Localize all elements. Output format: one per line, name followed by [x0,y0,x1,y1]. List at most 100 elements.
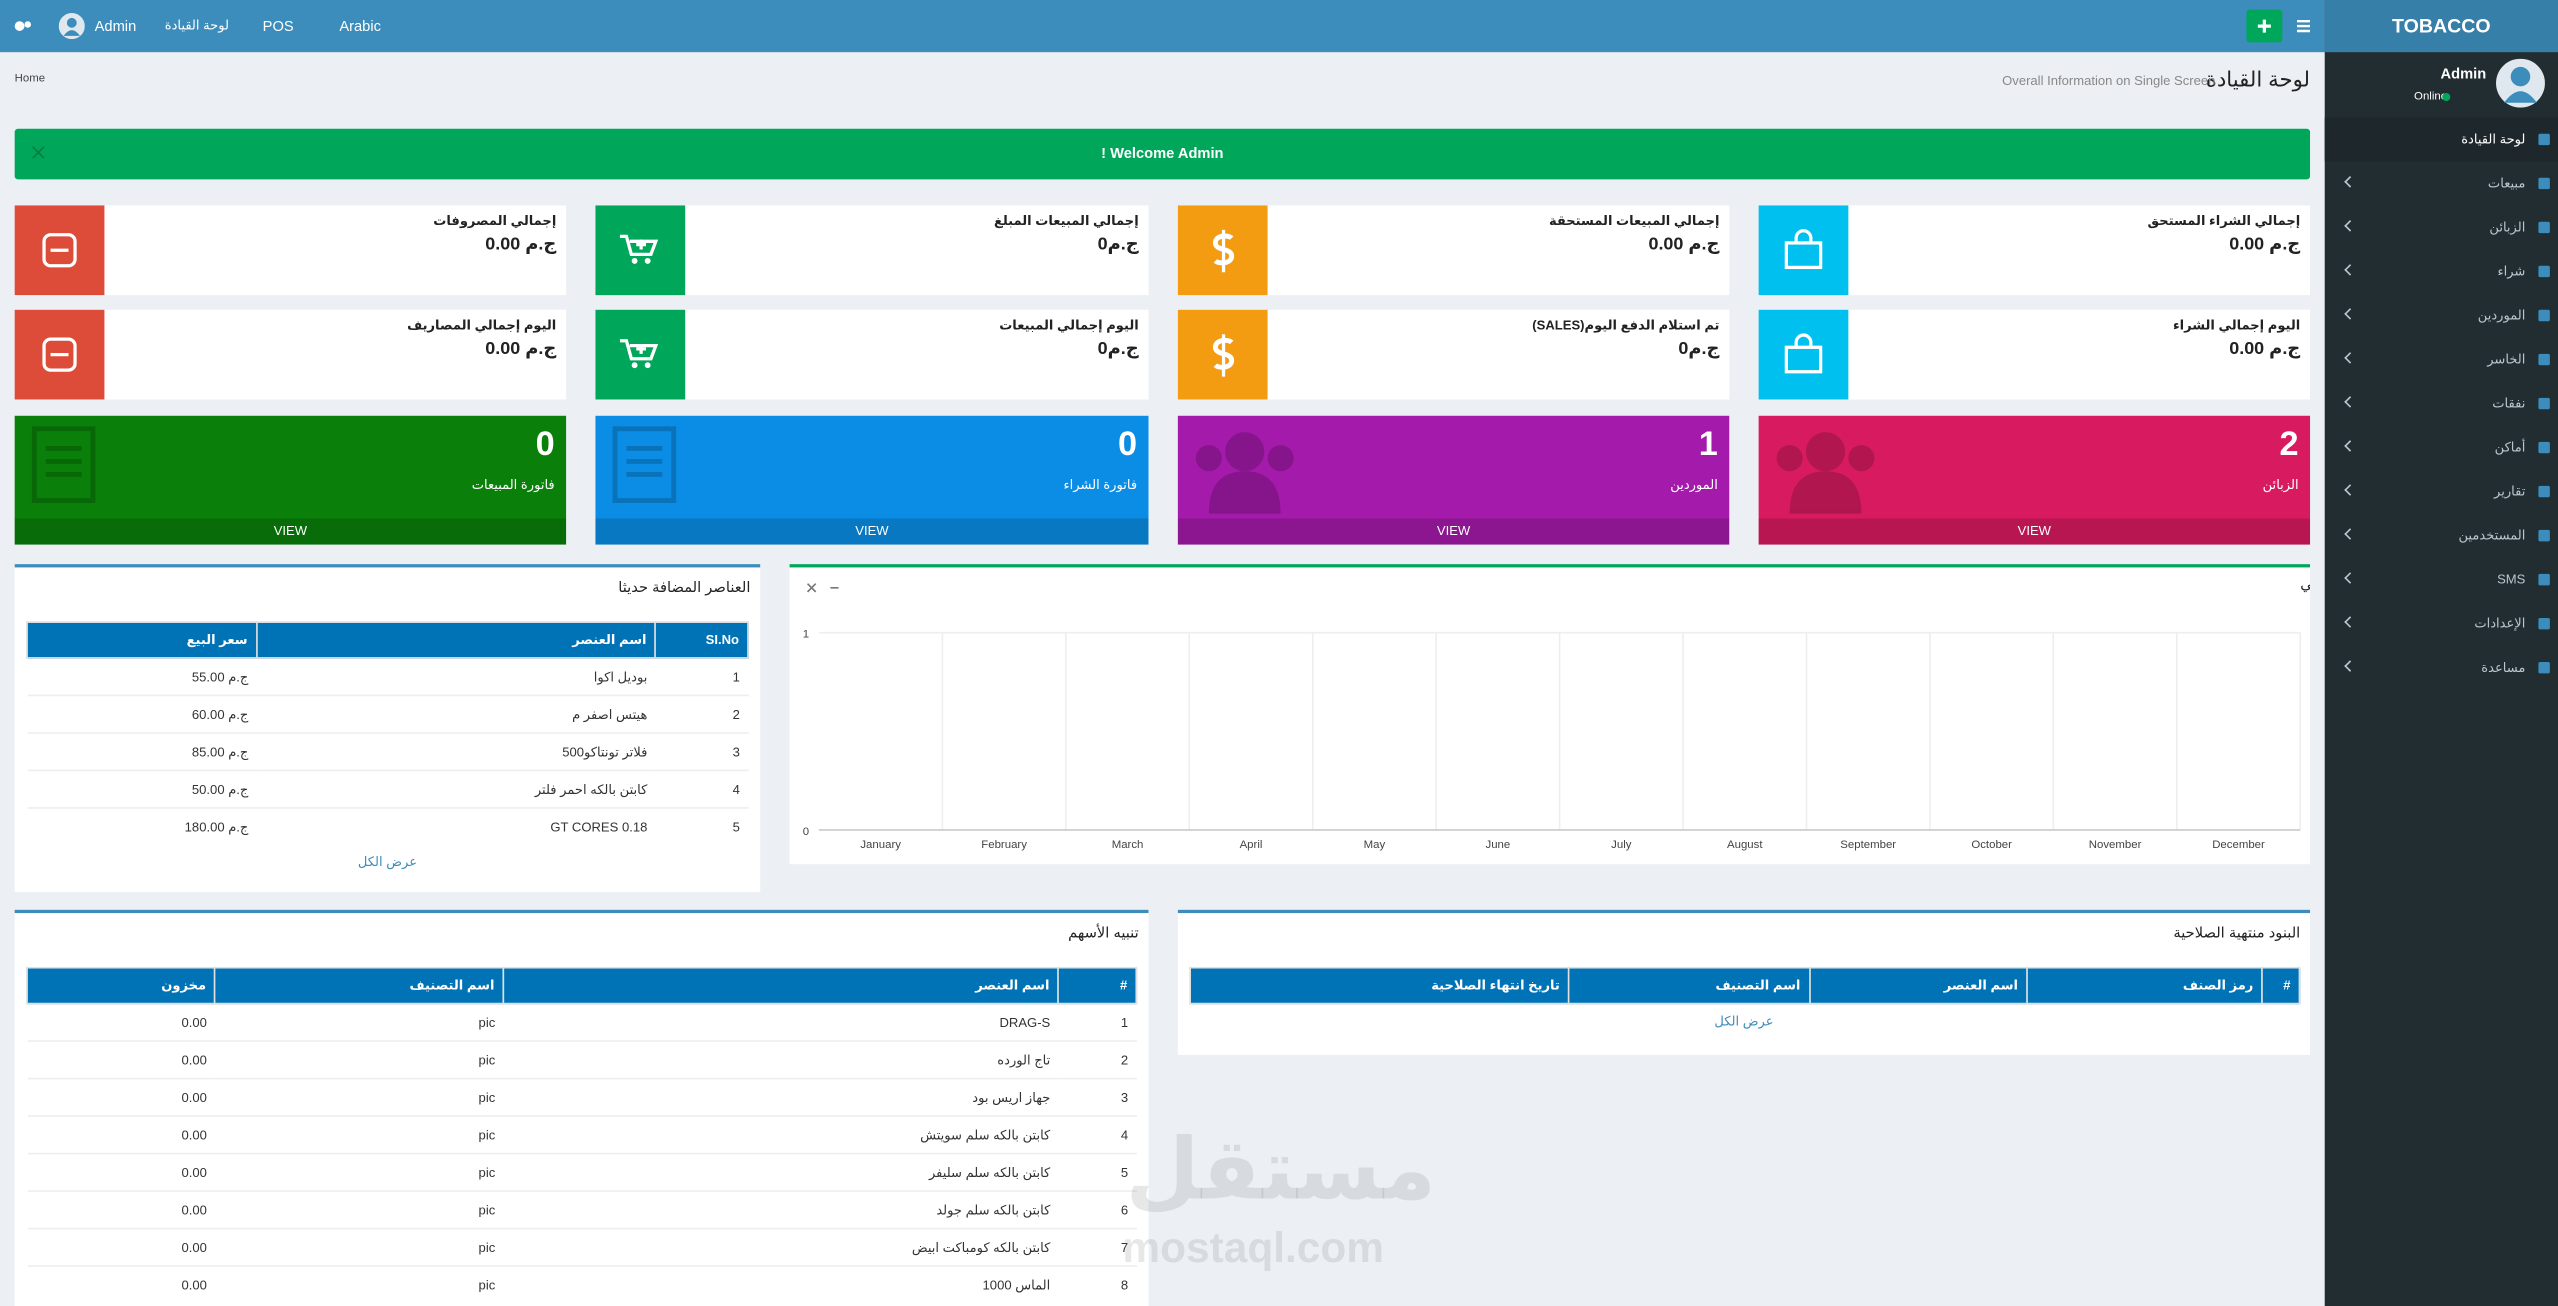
menu-arrow [2344,572,2356,584]
info-icon [595,309,686,400]
table-cell: كابتن بالكه سلم جولد [503,1190,1059,1229]
menu-icon [2538,133,2550,146]
count-box: 2 الزبائن VIEW [1758,415,2311,545]
table-cell: 4 [1058,1115,1137,1154]
view-button[interactable]: VIEW [1177,518,1730,545]
background-icon [1188,422,1302,523]
table-cell: 7 [1058,1227,1137,1267]
info-icon [1177,205,1268,296]
chart: شراء & شريط المبيعات الرسم البياني 0 1 Jan… [803,577,2528,851]
menu-label: نفقات [2492,396,2526,411]
close-icon[interactable] [806,583,817,593]
menu-item[interactable]: المستخدمين [2325,514,2558,558]
info-value: ج.م0 [1678,339,1720,359]
x-tick-label: July [1611,839,1632,851]
menu-item[interactable]: شراء [2325,249,2558,293]
status-dot [2442,92,2451,102]
info-box: إجمالي الشراء المستحق ج.م 0.00 [1758,205,2311,296]
panel-title: تنبيه الأسهم [1068,924,1139,941]
table-cell: pic [215,1040,504,1079]
info-box: اليوم إجمالي الشراء ج.م 0.00 [1758,309,2311,400]
view-button[interactable]: VIEW [14,518,567,545]
menu-icon [2538,617,2550,630]
sidebar: TOBACCO Admin Online لوحة القيادة مبيعات ا… [2324,0,2558,1306]
view-button[interactable]: VIEW [1758,518,2311,545]
nav-link[interactable]: لوحة القيادة [164,17,229,33]
user-name[interactable]: Admin [94,17,137,35]
menu-item[interactable]: الخاسر [2325,338,2558,382]
background-icon [605,422,687,507]
view-all-link[interactable]: عرض الكل [1714,1014,1774,1029]
alert-text: Welcome Admin ! [1101,145,1224,162]
welcome-alert: Welcome Admin ! [14,128,2311,180]
chart-panel: شراء & شريط المبيعات الرسم البياني 0 1 Jan… [789,564,2528,865]
x-tick-label: September [1840,839,1896,851]
icon [42,233,77,268]
menu-icon [2538,309,2550,322]
menu-item[interactable]: SMS [2325,558,2558,602]
info-value: ج.م 0.00 [2229,339,2301,359]
view-button[interactable]: VIEW [595,518,1149,545]
column-header: SI.No [654,621,749,659]
info-box: إجمالي المبيعات المبلغ ج.م0 [595,205,1149,296]
x-tick-label: June [1486,839,1511,851]
table-cell: الماس 1000 [503,1265,1059,1303]
menu-item[interactable]: لوحة القيادة [2324,117,2558,162]
menu-arrow [2344,660,2356,672]
table-cell: pic [215,1190,504,1229]
x-tick-label: December [2212,839,2265,851]
x-tick-label: February [981,839,1027,851]
stock-alert-panel: تنبيه الأسهم # اسم العنصر اسم التصنيف مخزون… [14,909,1149,1306]
table-row: 6 كابتن بالكه سلم جولد pic 0.00 [26,1190,1137,1229]
menu-item[interactable]: الإعدادات [2325,602,2558,646]
table-cell: ج.م 50.00 [26,769,257,808]
menu-toggle[interactable] [2295,18,2311,34]
info-value: ج.م 0.00 [1648,234,1720,255]
add-button[interactable] [2246,9,2283,43]
settings-icon[interactable] [13,18,33,34]
column-header: اسم التصنيف [1567,966,1811,1005]
info-icon [1758,309,1849,400]
panel-title: العناصر المضافة حديثا [618,578,751,596]
top-bar: Admin لوحة القيادة POS Arabic [0,0,2325,53]
count-label: فاتورة الشراء [1063,477,1138,493]
info-value: ج.م 0.00 [485,339,557,359]
menu-item[interactable]: مبيعات [2325,161,2558,205]
table-cell: 0.00 [26,1152,216,1192]
column-header: اسم العنصر [255,621,657,659]
brand[interactable]: TOBACCO [2324,0,2558,53]
table-row: 7 كابتن بالكه كومباكت ابيض pic 0.00 [26,1227,1137,1267]
table-row: 1 DRAG-S pic 0.00 [26,1002,1137,1042]
column-header: اسم العنصر [1808,966,2028,1005]
table-cell: GT CORES 0.18 [256,807,656,845]
menu-item[interactable]: الزبائن [2325,205,2558,249]
panel-title: البنود منتهية الصلاحية [2173,924,2301,941]
nav-link[interactable]: POS [262,17,294,35]
icon [1212,229,1235,273]
menu-item[interactable]: نفقات [2325,382,2558,426]
alert-close[interactable] [31,145,46,160]
count-value: 0 [535,425,555,464]
view-label: VIEW [273,523,308,539]
menu-icon [2538,485,2550,498]
table-cell: تاج الورده [503,1040,1059,1079]
view-label: VIEW [1436,523,1471,539]
nav-link[interactable]: Arabic [339,17,381,35]
table-cell: 5 [655,807,748,845]
table-cell: 0.00 [26,1077,216,1117]
expired-panel: البنود منتهية الصلاحية # رمز الصنف اسم الع… [1177,909,2311,1055]
menu-icon [2538,265,2550,278]
breadcrumb[interactable]: Home [14,73,46,85]
menu-item[interactable]: الموردين [2325,293,2558,337]
count-label: فاتورة المبيعات [471,477,555,493]
table-cell: 8 [1058,1265,1137,1303]
menu-item[interactable]: مساعدة [2325,646,2558,690]
menu-item[interactable]: أماكن [2325,426,2558,470]
count-box: 0 فاتورة الشراء VIEW [595,415,1149,545]
header-row: # اسم العنصر اسم التصنيف مخزون [26,966,1138,1005]
table-row: 2 تاج الورده pic 0.00 [26,1040,1137,1079]
table-cell: كابتن بالكه سلم سليفر [503,1152,1059,1192]
menu-item[interactable]: تقارير [2325,470,2558,514]
menu-arrow [2344,484,2356,496]
view-all-link[interactable]: عرض الكل [357,854,417,870]
